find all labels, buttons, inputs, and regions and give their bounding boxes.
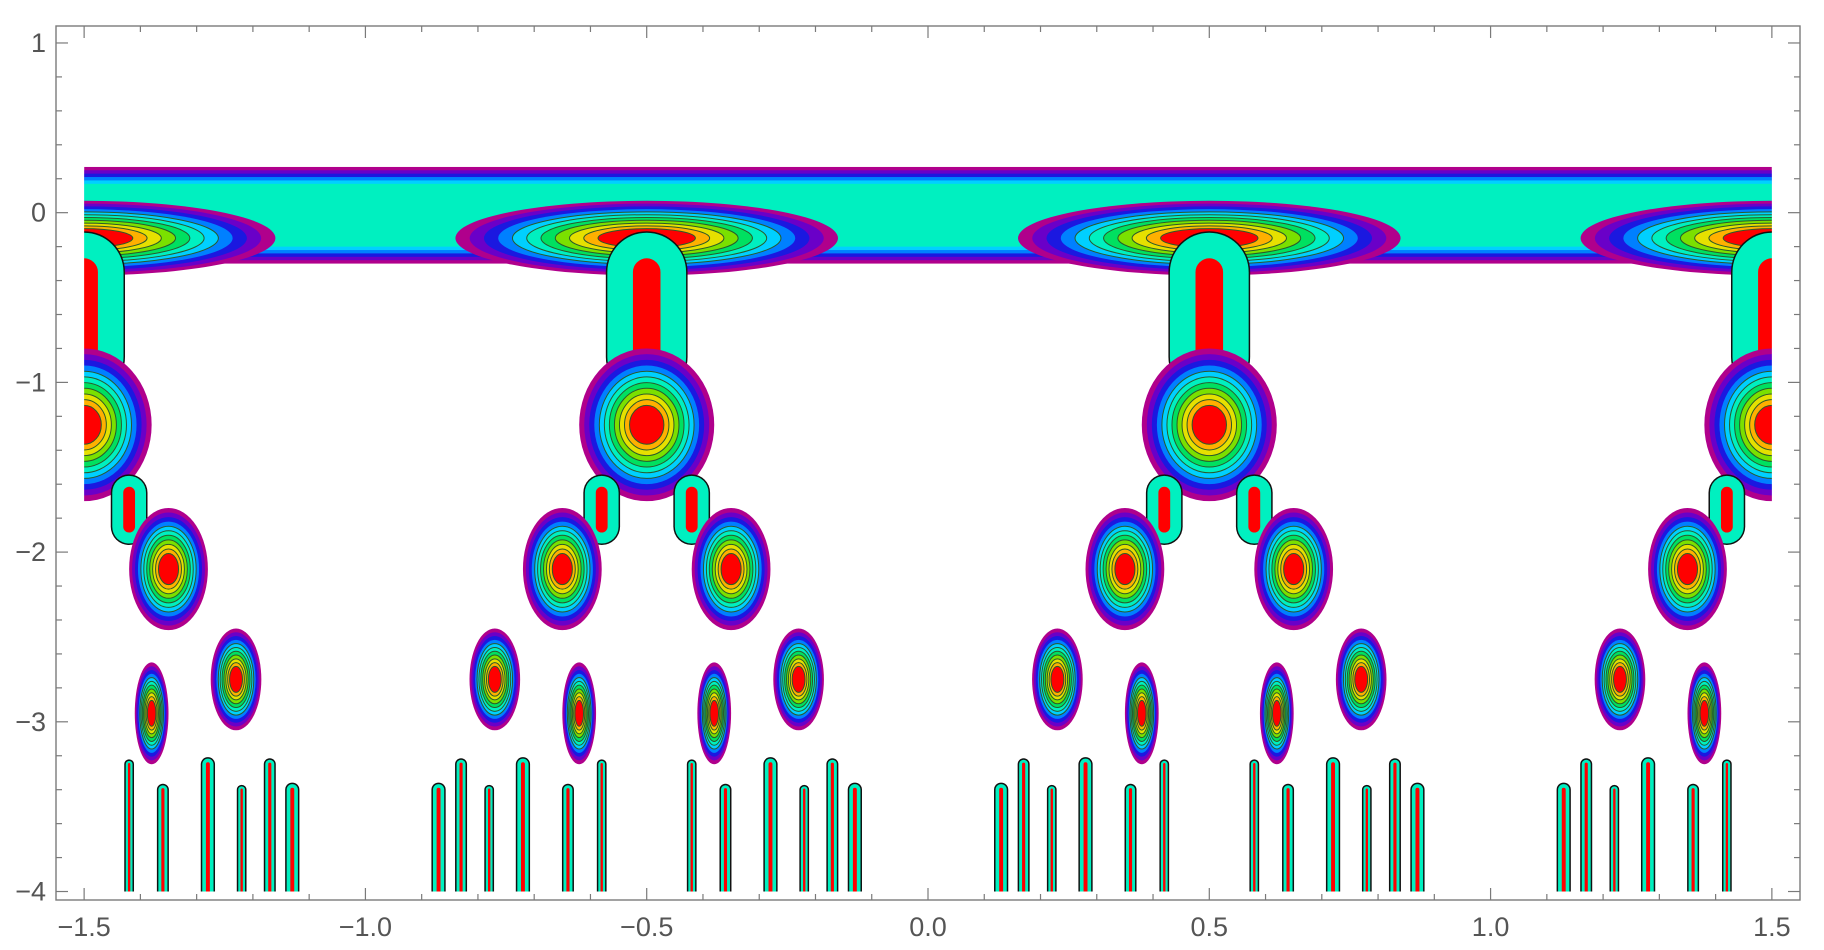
y-axis-tick-labels: 1 0 −1 −2 −3 −4 — [15, 28, 46, 907]
branch-peak — [210, 628, 262, 731]
lower-arms — [1556, 474, 1800, 899]
arm-peak — [1085, 507, 1165, 631]
contour-level — [1283, 553, 1305, 586]
y-tick-label: −4 — [15, 877, 46, 907]
y-tick-label: −2 — [15, 537, 46, 567]
top-mask — [56, 26, 1800, 167]
arm-peak — [129, 507, 208, 631]
contour-level — [1272, 699, 1282, 727]
branch-peak — [469, 628, 521, 731]
contour-level — [709, 699, 720, 727]
contour-level — [551, 553, 573, 586]
band-level-5 — [84, 183, 1772, 247]
contour-level — [1136, 699, 1147, 727]
x-tick-label: 1.5 — [1753, 912, 1791, 942]
x-tick-label: −1.0 — [339, 912, 392, 942]
branch-peak — [134, 662, 169, 765]
lower-arms — [431, 474, 862, 899]
contour-level — [1050, 665, 1065, 693]
branch-peak — [562, 662, 597, 765]
contour-level — [1613, 665, 1627, 693]
y-tick-label: 1 — [31, 28, 46, 58]
arm-peak — [1648, 507, 1727, 631]
contour-level — [146, 699, 157, 727]
arm-peak — [691, 507, 771, 631]
contour-level — [1191, 404, 1227, 445]
x-tick-label: −1.5 — [57, 912, 110, 942]
x-tick-label: −0.5 — [620, 912, 673, 942]
contour-level — [1676, 553, 1699, 586]
cell — [431, 200, 862, 899]
branch-peak — [1335, 628, 1387, 731]
right-mask — [1771, 26, 1800, 900]
middle-peak — [1141, 348, 1277, 502]
branch-peak — [1687, 662, 1722, 765]
contour-level — [229, 665, 243, 693]
branch-peak — [1032, 628, 1083, 731]
x-tick-label: 0.0 — [909, 912, 947, 942]
branch-peak — [1124, 662, 1159, 765]
plot-area — [56, 26, 1800, 900]
lower-arms — [994, 474, 1425, 899]
axis-ticks — [56, 26, 1800, 900]
contour-level — [791, 665, 806, 693]
branch-peak — [697, 662, 732, 765]
contour-level — [720, 553, 742, 586]
arm-peak — [522, 507, 602, 631]
y-tick-label: −1 — [15, 367, 46, 397]
top-band — [84, 166, 1772, 264]
arm-peak — [1254, 507, 1334, 631]
contour-level — [629, 404, 665, 445]
contour-level — [1699, 699, 1710, 727]
contour-level — [1354, 665, 1369, 693]
contour-level — [1114, 553, 1136, 586]
cell — [994, 200, 1425, 899]
branch-peak — [773, 628, 824, 731]
x-tick-label: 0.5 — [1191, 912, 1229, 942]
x-axis-tick-labels: −1.5 −1.0 −0.5 0.0 0.5 1.0 1.5 — [57, 912, 1790, 942]
x-tick-label: 1.0 — [1472, 912, 1510, 942]
left-mask — [56, 26, 85, 900]
y-tick-label: −3 — [15, 707, 46, 737]
contour-level — [574, 699, 584, 727]
contour-level — [487, 665, 502, 693]
branch-peak — [1594, 628, 1646, 731]
y-tick-label: 0 — [31, 198, 46, 228]
middle-peak — [579, 348, 715, 502]
branch-peak — [1259, 662, 1294, 765]
contour-level — [157, 553, 180, 586]
lower-arms — [56, 474, 300, 899]
